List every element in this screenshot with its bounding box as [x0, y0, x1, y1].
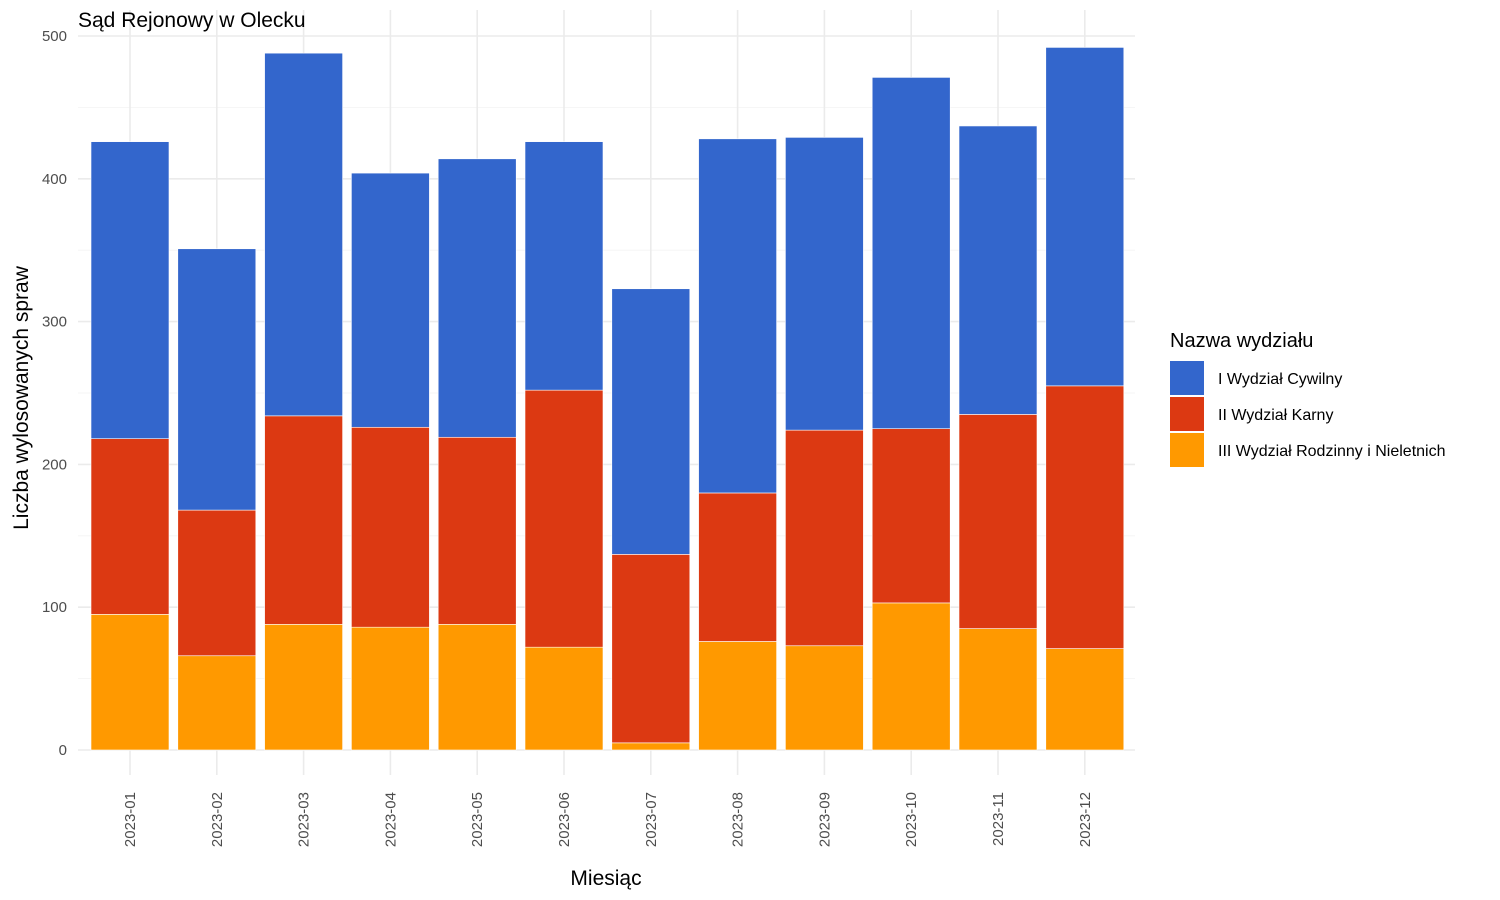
bar-2023-08-series-3 — [698, 641, 777, 751]
bar-2023-09-series-3 — [785, 645, 864, 751]
legend-key-1 — [1170, 361, 1204, 395]
bar-2023-03-series-2 — [264, 415, 343, 625]
bar-2023-07-series-1 — [611, 288, 691, 555]
bar-2023-01-series-3 — [90, 614, 170, 751]
x-tick-label: 2023-07 — [643, 792, 660, 847]
bars-group — [90, 47, 1125, 751]
x-tick-label: 2023-03 — [296, 792, 313, 847]
bar-2023-03-series-3 — [264, 624, 343, 751]
bar-2023-10-series-1 — [871, 77, 951, 429]
y-tick-label: 0 — [59, 742, 67, 759]
x-tick-label: 2023-09 — [816, 792, 833, 847]
legend-label-2: II Wydział Karny — [1218, 407, 1333, 424]
bar-2023-01-series-2 — [90, 438, 170, 615]
x-tick-label: 2023-08 — [730, 792, 747, 847]
x-tick-label: 2023-12 — [1077, 792, 1094, 847]
bar-2023-06-series-3 — [524, 646, 604, 751]
x-tick-label: 2023-06 — [556, 792, 573, 847]
y-tick-label: 400 — [42, 171, 67, 188]
legend-label-1: I Wydział Cywilny — [1218, 371, 1342, 388]
legend-title: Nazwa wydziału — [1170, 330, 1313, 352]
bar-2023-05-series-3 — [437, 624, 517, 751]
bar-2023-05-series-2 — [437, 436, 517, 625]
y-axis-title: Liczba wylosowanych spraw — [10, 265, 33, 530]
x-axis-ticks: 2023-01 2023-02 2023-03 2023-04 2023-05 2023-… — [122, 792, 1094, 847]
bar-2023-10-series-2 — [871, 428, 951, 604]
x-axis-title: Miesiąc — [570, 867, 641, 890]
bar-2023-05-series-1 — [437, 158, 517, 438]
bar-2023-11-series-2 — [958, 414, 1038, 629]
bar-2023-07-series-3 — [611, 742, 691, 751]
bar-2023-12-series-2 — [1045, 385, 1125, 649]
bar-2023-06-series-2 — [524, 389, 604, 648]
bar-2023-08-series-1 — [698, 138, 777, 494]
bar-2023-04-series-1 — [351, 172, 430, 428]
bar-2023-11-series-1 — [958, 125, 1038, 415]
x-tick-label: 2023-11 — [990, 792, 1007, 846]
chart-title: Sąd Rejonowy w Olecku — [78, 9, 306, 32]
bar-2023-04-series-2 — [351, 426, 430, 628]
legend-label-3: III Wydział Rodzinny i Nieletnich — [1218, 443, 1446, 460]
y-tick-label: 500 — [42, 28, 67, 45]
bar-2023-09-series-2 — [785, 429, 864, 647]
legend-key-3 — [1170, 433, 1204, 467]
x-tick-label: 2023-05 — [469, 792, 486, 847]
bar-2023-02-series-1 — [177, 248, 257, 511]
y-tick-label: 300 — [42, 314, 67, 331]
bar-2023-02-series-2 — [177, 509, 257, 657]
bar-2023-12-series-3 — [1045, 648, 1125, 751]
bar-2023-12-series-1 — [1045, 47, 1125, 387]
legend-key-2 — [1170, 397, 1204, 431]
bar-2023-08-series-2 — [698, 492, 777, 642]
bar-2023-06-series-1 — [524, 141, 604, 391]
x-tick-label: 2023-04 — [382, 792, 399, 847]
bar-2023-01-series-1 — [90, 141, 170, 439]
bar-2023-07-series-2 — [611, 554, 691, 744]
bar-2023-04-series-3 — [351, 626, 430, 751]
y-axis-ticks: 0 100 200 300 400 500 — [42, 28, 67, 759]
x-tick-label: 2023-10 — [903, 792, 920, 847]
y-tick-label: 200 — [42, 456, 67, 473]
legend: Nazwa wydziału I Wydział Cywilny II Wydzi… — [1170, 330, 1446, 467]
bar-2023-03-series-1 — [264, 52, 343, 417]
x-tick-label: 2023-02 — [209, 792, 226, 847]
bar-2023-11-series-3 — [958, 628, 1038, 751]
bar-2023-09-series-1 — [785, 137, 864, 431]
bar-2023-02-series-3 — [177, 655, 257, 751]
bar-2023-10-series-3 — [871, 602, 951, 751]
x-tick-label: 2023-01 — [122, 792, 139, 847]
y-tick-label: 100 — [42, 599, 67, 616]
